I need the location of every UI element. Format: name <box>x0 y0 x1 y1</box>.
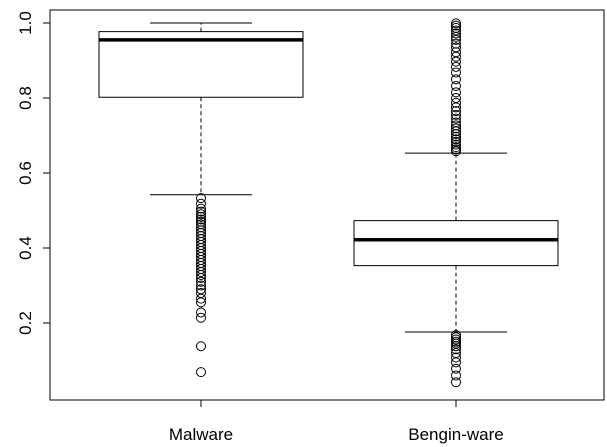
y-tick-label: 1.0 <box>16 11 35 35</box>
outlier-point <box>196 312 206 323</box>
outlier-point <box>196 267 206 277</box>
outlier-point <box>451 370 461 381</box>
outlier-point <box>196 270 206 280</box>
boxes <box>98 18 559 388</box>
outlier-point <box>196 307 206 318</box>
x-tick-label: Malware <box>169 425 233 444</box>
outlier-point <box>451 67 461 78</box>
outlier-point <box>451 31 461 42</box>
outlier-point <box>451 139 461 150</box>
outlier-point <box>451 102 461 113</box>
outlier-point <box>451 352 461 363</box>
x-axis: Malware Bengin-ware <box>169 400 504 444</box>
outlier-point <box>196 293 206 304</box>
iqr-box <box>353 220 559 267</box>
outlier-point <box>451 129 461 139</box>
outlier-point <box>451 56 461 67</box>
outlier-point <box>451 142 461 153</box>
y-axis: 0.2 0.4 0.6 0.8 1.0 <box>16 11 50 335</box>
plot-frame <box>49 9 605 401</box>
outlier-point <box>451 363 461 374</box>
outlier-point <box>196 297 206 308</box>
y-tick-label: 0.2 <box>16 311 35 335</box>
outlier-point <box>451 61 461 72</box>
outlier-point <box>451 51 461 62</box>
x-tick-label: Bengin-ware <box>408 425 503 444</box>
outlier-point <box>451 134 461 145</box>
iqr-box <box>98 31 304 98</box>
outlier-point <box>196 214 206 225</box>
outlier-point <box>196 211 206 222</box>
outlier-point <box>451 34 461 45</box>
outlier-point <box>451 20 461 31</box>
y-tick-label: 0.8 <box>16 86 35 110</box>
outlier-point <box>451 28 461 39</box>
outlier-point <box>196 206 206 217</box>
outlier-point <box>451 87 461 98</box>
outlier-point <box>196 193 206 204</box>
outlier-point <box>451 126 461 137</box>
outlier-point <box>451 344 461 355</box>
outlier-point <box>196 367 206 378</box>
outlier-point <box>451 377 461 388</box>
outlier-point <box>451 131 461 142</box>
outlier-point <box>196 203 206 214</box>
outlier-point <box>196 209 206 220</box>
outlier-point <box>451 109 461 120</box>
outlier-point <box>451 341 461 352</box>
outlier-point <box>451 334 461 345</box>
outlier-point <box>196 280 206 291</box>
y-tick-label: 0.6 <box>16 161 35 185</box>
outlier-point <box>451 97 461 108</box>
outlier-point <box>451 113 461 124</box>
outlier-point <box>451 18 461 29</box>
outlier-point <box>451 123 461 134</box>
box-malware <box>98 22 304 378</box>
box-bengin-ware <box>353 18 559 388</box>
outlier-point <box>451 81 461 91</box>
outlier-point <box>196 341 206 352</box>
outlier-point <box>451 106 461 117</box>
outlier-point <box>451 146 461 157</box>
outlier-point <box>451 357 461 368</box>
outlier-point <box>196 198 206 209</box>
y-tick-label: 0.4 <box>16 236 35 260</box>
outlier-point <box>196 273 206 283</box>
outlier-point <box>196 276 206 287</box>
outlier-point <box>451 74 461 85</box>
